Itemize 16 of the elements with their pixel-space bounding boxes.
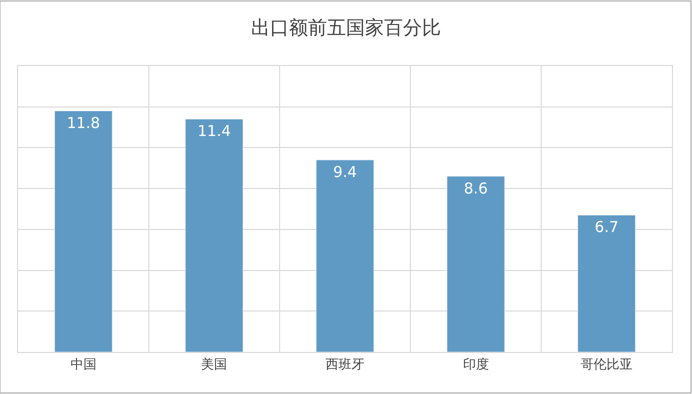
bar [446,176,505,352]
bar [185,118,244,352]
x-tick-label: 中国 [70,358,96,373]
x-tick-label: 西班牙 [326,358,364,373]
bar [54,110,112,352]
bar [578,214,636,352]
chart-title: 出口额前五国家百分比 [251,17,441,40]
x-tick-label: 美国 [201,356,228,373]
x-tick-label: 印度 [462,356,489,373]
bar [316,160,374,352]
data-label: 9.4 [333,162,357,181]
data-label: 8.6 [464,179,488,198]
x-tick-label: 哥伦比亚 [580,358,633,373]
data-label: 11.4 [197,122,231,140]
data-label: 6.7 [594,218,619,236]
data-label: 11.8 [66,114,100,132]
